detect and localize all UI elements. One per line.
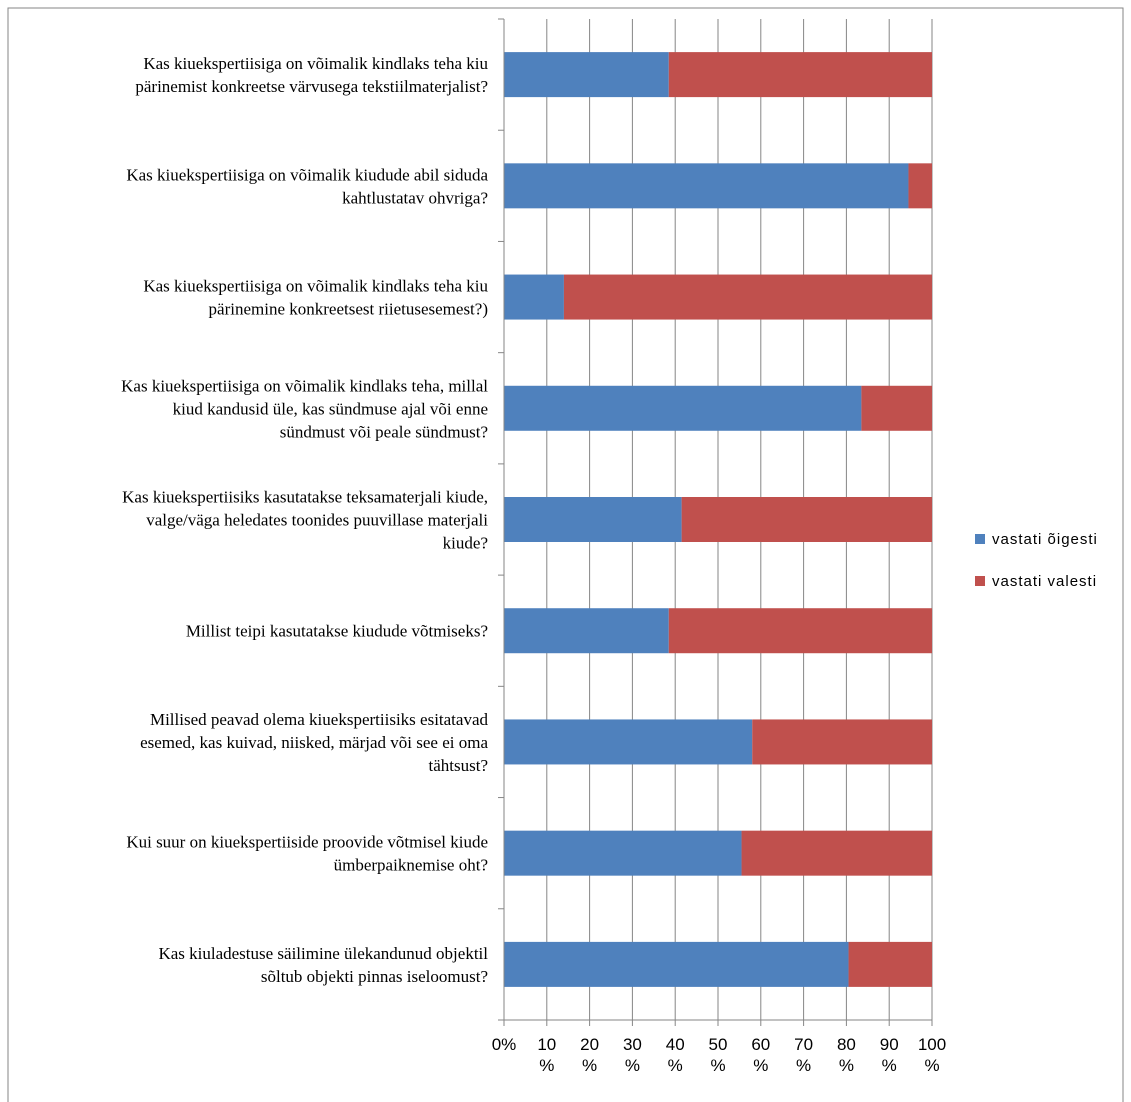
x-tick-label-line: % bbox=[710, 1056, 725, 1075]
category-label-line: Kas kiuekspertiisiga on võimalik kiudude… bbox=[126, 165, 488, 184]
x-tick-label-line: % bbox=[924, 1056, 939, 1075]
category-label-line: pärinemine konkreetsest riietusesemest?) bbox=[209, 300, 488, 319]
category-label-line: Millist teipi kasutatakse kiudude võtmis… bbox=[186, 622, 488, 641]
category-label-line: esemed, kas kuivad, niisked, märjad või … bbox=[140, 733, 488, 752]
category-label: Kas kiuekspertiisiga on võimalik kiudude… bbox=[126, 165, 488, 207]
category-label: Kas kiuekspertiisiga on võimalik kindlak… bbox=[135, 54, 488, 96]
x-tick-label: 20% bbox=[580, 1035, 599, 1075]
x-tick-label-line: 10 bbox=[537, 1035, 556, 1054]
category-label-line: ümberpaiknemise oht? bbox=[334, 856, 488, 875]
category-label-line: tähtsust? bbox=[429, 756, 489, 775]
x-tick-label: 100% bbox=[918, 1035, 946, 1075]
x-tick-label-line: 80 bbox=[837, 1035, 856, 1054]
category-label-line: Kas kiuekspertiisiks kasutatakse teksama… bbox=[122, 488, 488, 507]
x-tick-label: 60% bbox=[751, 1035, 770, 1075]
category-label-line: valge/väga heledates toonides puuvillase… bbox=[146, 511, 488, 530]
x-tick-label: 50% bbox=[709, 1035, 728, 1075]
category-label-line: Kas kiuekspertiisiga on võimalik kindlak… bbox=[143, 54, 488, 73]
bar-incorrect bbox=[861, 385, 932, 431]
x-tick-label-line: 100 bbox=[918, 1035, 946, 1054]
x-tick-label-line: 60 bbox=[751, 1035, 770, 1054]
legend: vastati õigesti vastati valesti bbox=[975, 531, 1098, 590]
bar-correct bbox=[504, 497, 682, 542]
category-label-line: pärinemist konkreetse värvusega tekstiil… bbox=[135, 77, 488, 96]
category-label: Kas kiuekspertiisiga on võimalik kindlak… bbox=[121, 376, 488, 441]
category-label-line: Kas kiuekspertiisiga on võimalik kindlak… bbox=[121, 376, 488, 395]
x-tick-label: 40% bbox=[666, 1035, 685, 1075]
category-label: Kui suur on kiuekspertiiside proovide võ… bbox=[126, 833, 488, 875]
bar-correct bbox=[504, 385, 862, 431]
category-label-line: kahtlustatav ohvriga? bbox=[342, 188, 488, 207]
bar-correct bbox=[504, 52, 669, 98]
x-tick-label-line: % bbox=[539, 1056, 554, 1075]
bar-correct bbox=[504, 274, 564, 320]
x-tick-labels: 0% 10 %20 %30 %40 %50 %60 %70 %80 %90 %100% bbox=[492, 1035, 946, 1075]
legend-swatch bbox=[975, 534, 985, 544]
x-tick-label: 80% bbox=[837, 1035, 856, 1075]
category-label-line: sündmust või peale sündmust? bbox=[280, 422, 488, 441]
category-label: Millist teipi kasutatakse kiudude võtmis… bbox=[186, 622, 488, 641]
bar-incorrect bbox=[752, 719, 932, 765]
category-label-line: kiud kandusid üle, kas sündmuse ajal või… bbox=[173, 399, 488, 418]
legend-label: vastati valesti bbox=[992, 573, 1097, 590]
category-label-line: Millised peavad olema kiuekspertiisiks e… bbox=[150, 710, 489, 729]
x-tick-label: 30% bbox=[623, 1035, 642, 1075]
x-tick-label-line: 30 bbox=[623, 1035, 642, 1054]
x-tick-label-line: 70 bbox=[794, 1035, 813, 1054]
category-label: Kas kiuekspertiisiks kasutatakse teksama… bbox=[122, 488, 488, 553]
category-label: Kas kiuladestuse säilimine ülekandunud o… bbox=[158, 944, 488, 986]
legend-swatch bbox=[975, 576, 985, 586]
bar-correct bbox=[504, 608, 669, 654]
x-tick-label: 70% bbox=[794, 1035, 813, 1075]
bar-incorrect bbox=[741, 830, 932, 876]
x-tick-label-line: 40 bbox=[666, 1035, 685, 1054]
category-labels: Kas kiuekspertiisiga on võimalik kindlak… bbox=[121, 54, 488, 986]
bar-correct bbox=[504, 163, 909, 209]
axes bbox=[498, 18, 933, 1026]
x-tick-label-line: % bbox=[625, 1056, 640, 1075]
bar-incorrect bbox=[668, 52, 932, 98]
bar-incorrect bbox=[908, 163, 932, 209]
x-tick-label-line: 90 bbox=[880, 1035, 899, 1054]
bar-correct bbox=[504, 830, 742, 876]
x-tick-label-line: % bbox=[796, 1056, 811, 1075]
category-label-line: sõltub objekti pinnas iseloomust? bbox=[261, 967, 488, 986]
x-tick-label: 90% bbox=[880, 1035, 899, 1075]
x-tick-label-line: 0% bbox=[492, 1035, 517, 1054]
x-tick-label: 10% bbox=[537, 1035, 556, 1075]
x-tick-label-line: % bbox=[882, 1056, 897, 1075]
category-label-line: kiude? bbox=[443, 534, 488, 553]
bar-incorrect bbox=[563, 274, 932, 320]
category-label-line: Kas kiuekspertiisiga on võimalik kindlak… bbox=[143, 277, 488, 296]
x-tick-label-line: % bbox=[753, 1056, 768, 1075]
x-tick-label-line: 20 bbox=[580, 1035, 599, 1054]
category-label-line: Kas kiuladestuse säilimine ülekandunud o… bbox=[158, 944, 488, 963]
x-tick-label: 0% bbox=[492, 1035, 517, 1054]
x-tick-label-line: 50 bbox=[709, 1035, 728, 1054]
bar-correct bbox=[504, 719, 753, 765]
bars bbox=[504, 52, 932, 987]
category-label-line: Kui suur on kiuekspertiiside proovide võ… bbox=[126, 833, 488, 852]
x-tick-label-line: % bbox=[839, 1056, 854, 1075]
bar-incorrect bbox=[668, 608, 932, 654]
category-label: Kas kiuekspertiisiga on võimalik kindlak… bbox=[143, 277, 488, 319]
legend-label: vastati õigesti bbox=[992, 531, 1098, 548]
x-tick-label-line: % bbox=[668, 1056, 683, 1075]
bar-incorrect bbox=[681, 497, 932, 542]
x-tick-label-line: % bbox=[582, 1056, 597, 1075]
bar-correct bbox=[504, 941, 849, 987]
bar-incorrect bbox=[848, 941, 932, 987]
category-label: Millised peavad olema kiuekspertiisiks e… bbox=[140, 710, 488, 775]
